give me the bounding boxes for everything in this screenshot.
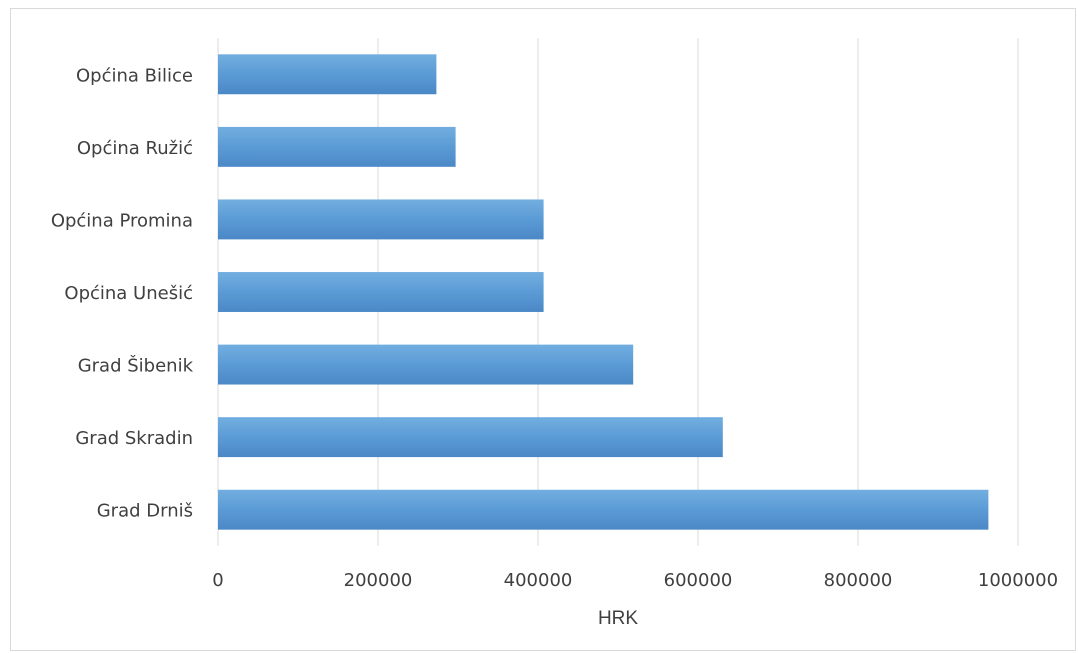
- x-axis-label: HRK: [598, 608, 638, 629]
- gridlines: [217, 38, 1019, 546]
- category-labels: Općina Bilice Općina Ružić Općina Promina O…: [51, 65, 194, 521]
- bar: [218, 344, 634, 385]
- x-tick-label: 200000: [344, 570, 413, 591]
- chart-frame: [10, 8, 1076, 651]
- x-tick-label: 400000: [504, 570, 573, 591]
- bar: [218, 489, 989, 530]
- bar: [218, 54, 437, 95]
- bars: [218, 54, 989, 530]
- category-label: Grad Drniš: [97, 501, 193, 522]
- category-label: Općina Promina: [51, 210, 193, 231]
- category-label: Općina Ružić: [77, 138, 193, 159]
- category-label: Općina Bilice: [76, 65, 193, 86]
- bar: [218, 126, 456, 167]
- category-label: Grad Šibenik: [78, 355, 194, 377]
- x-tick-labels: 0 200000 400000 600000 800000 1000000: [212, 570, 1058, 591]
- category-label: Grad Skradin: [75, 428, 193, 449]
- x-tick-label: 0: [212, 570, 223, 591]
- bar: [218, 199, 544, 240]
- x-tick-label: 600000: [664, 570, 733, 591]
- bar: [218, 272, 544, 312]
- x-tick-label: 800000: [824, 570, 893, 591]
- category-label: Općina Unešić: [64, 283, 193, 304]
- bar: [218, 417, 723, 458]
- x-tick-label: 1000000: [978, 570, 1058, 591]
